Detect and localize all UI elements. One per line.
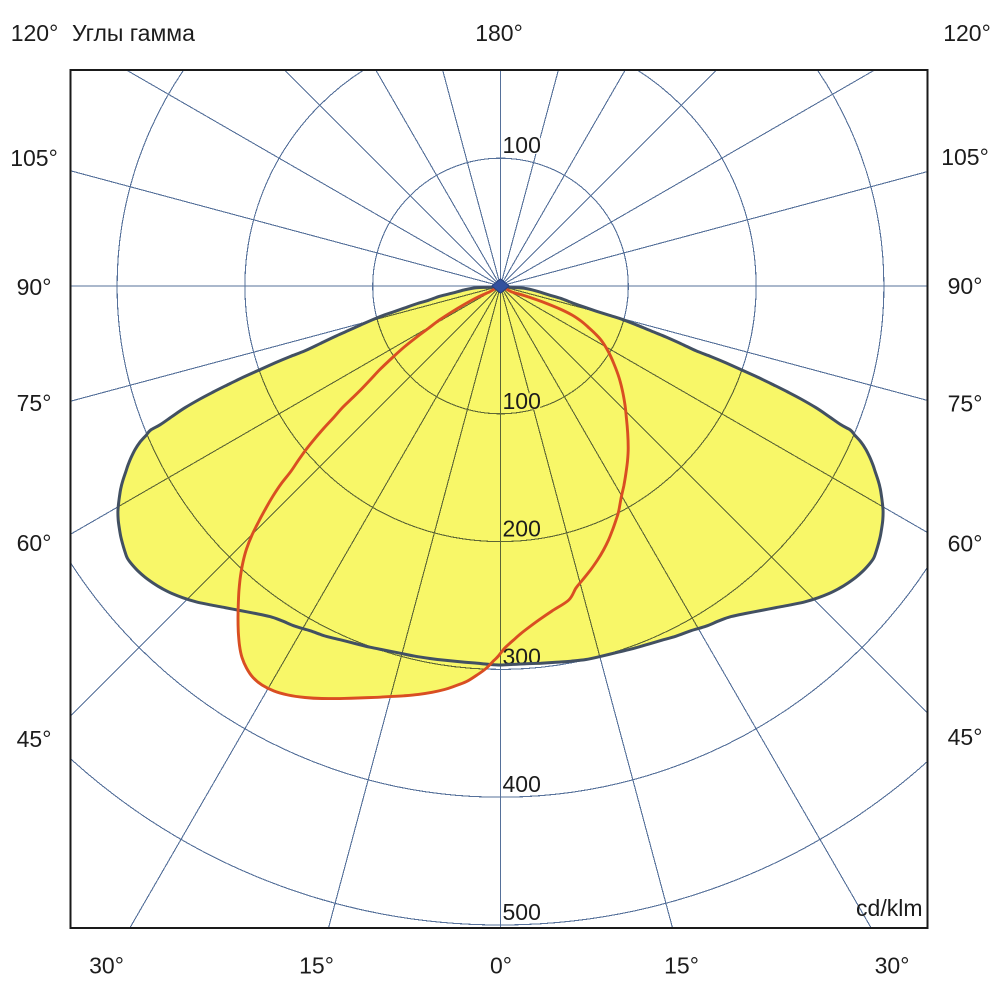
svg-text:90°: 90°: [17, 274, 52, 300]
svg-text:cd/klm: cd/klm: [856, 895, 922, 921]
svg-text:120°: 120°: [11, 20, 59, 46]
svg-text:100: 100: [503, 132, 541, 158]
svg-text:60°: 60°: [948, 531, 983, 557]
svg-text:120°: 120°: [943, 20, 991, 46]
svg-text:30°: 30°: [875, 953, 910, 979]
svg-text:30°: 30°: [89, 953, 124, 979]
svg-text:15°: 15°: [299, 953, 334, 979]
svg-text:45°: 45°: [948, 724, 983, 750]
svg-text:75°: 75°: [17, 390, 52, 416]
svg-text:500: 500: [503, 899, 541, 925]
svg-text:400: 400: [503, 771, 541, 797]
svg-text:90°: 90°: [948, 273, 983, 299]
svg-text:Углы гамма: Углы гамма: [72, 20, 195, 46]
svg-text:15°: 15°: [664, 953, 699, 979]
svg-text:0°: 0°: [490, 953, 512, 979]
svg-text:180°: 180°: [475, 20, 523, 46]
svg-text:45°: 45°: [17, 726, 52, 752]
svg-text:105°: 105°: [941, 144, 989, 170]
svg-text:200: 200: [503, 516, 541, 542]
svg-text:100: 100: [503, 388, 541, 414]
svg-text:60°: 60°: [17, 530, 52, 556]
svg-text:75°: 75°: [948, 391, 983, 417]
svg-text:105°: 105°: [10, 145, 58, 171]
